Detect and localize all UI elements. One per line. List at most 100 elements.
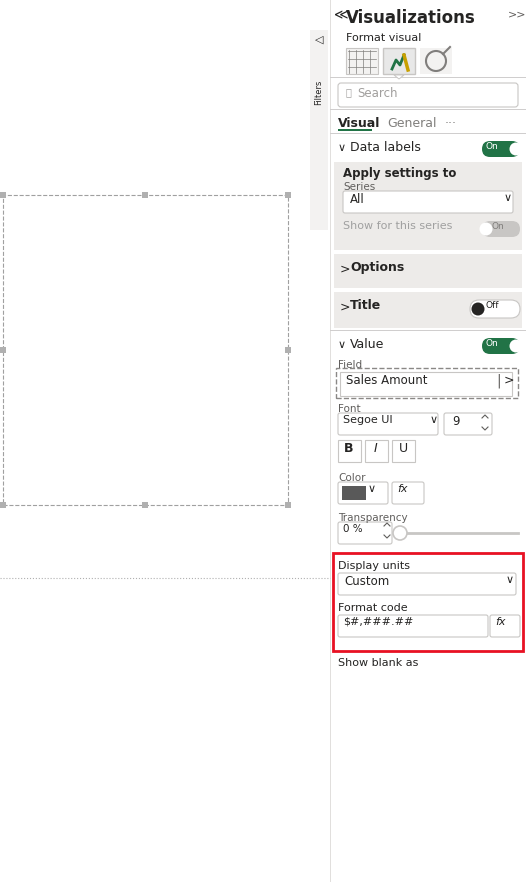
Text: I: I bbox=[374, 442, 378, 455]
Text: Field: Field bbox=[338, 360, 362, 370]
Text: 9: 9 bbox=[452, 415, 460, 428]
Text: $#,###.##: $#,###.## bbox=[343, 617, 413, 627]
Bar bbox=[285, 347, 291, 353]
Circle shape bbox=[510, 340, 522, 353]
Text: ▽  ⊡  ···: ▽ ⊡ ··· bbox=[232, 174, 256, 179]
Text: Search: Search bbox=[357, 87, 398, 100]
Text: Value: Value bbox=[350, 338, 385, 351]
Bar bbox=[0, 502, 6, 508]
Text: Title: Title bbox=[350, 299, 381, 312]
FancyBboxPatch shape bbox=[343, 191, 513, 213]
Text: >>: >> bbox=[508, 9, 526, 19]
Bar bbox=[383, 48, 415, 74]
Text: ∨: ∨ bbox=[430, 415, 438, 425]
Circle shape bbox=[393, 526, 407, 540]
Bar bbox=[338, 440, 361, 462]
Text: Data labels: Data labels bbox=[350, 141, 421, 154]
Text: Format code: Format code bbox=[338, 603, 408, 613]
X-axis label: Category: Category bbox=[118, 538, 161, 547]
Text: All: All bbox=[350, 193, 365, 206]
Bar bbox=[0, 192, 6, 198]
Bar bbox=[340, 372, 512, 396]
Bar bbox=[392, 440, 415, 462]
Text: Series: Series bbox=[343, 182, 375, 192]
Bar bbox=[86, 469, 125, 500]
Bar bbox=[225, 498, 262, 500]
Text: Options: Options bbox=[350, 261, 404, 274]
Text: $2,117,613.45: $2,117,613.45 bbox=[153, 487, 196, 492]
FancyBboxPatch shape bbox=[392, 482, 424, 504]
Text: |: | bbox=[496, 374, 501, 388]
Text: >: > bbox=[340, 263, 350, 276]
FancyBboxPatch shape bbox=[482, 141, 520, 157]
Bar bbox=[336, 368, 518, 398]
Text: U: U bbox=[398, 442, 408, 455]
Circle shape bbox=[471, 303, 484, 316]
Bar bbox=[156, 495, 194, 500]
Bar bbox=[0, 347, 6, 353]
Text: Filters: Filters bbox=[315, 80, 323, 105]
FancyBboxPatch shape bbox=[470, 300, 520, 318]
Bar bbox=[330, 0, 331, 882]
Text: $94,620,526.21: $94,620,526.21 bbox=[13, 245, 59, 250]
Text: 🔍: 🔍 bbox=[346, 87, 352, 97]
FancyBboxPatch shape bbox=[444, 413, 492, 435]
Text: Segoe UI: Segoe UI bbox=[343, 415, 392, 425]
Bar bbox=[310, 30, 328, 230]
Text: Visual: Visual bbox=[338, 117, 380, 130]
Bar bbox=[334, 162, 522, 250]
Text: Font: Font bbox=[338, 404, 361, 414]
Text: On: On bbox=[486, 339, 499, 348]
Bar bbox=[0, 0, 330, 882]
Bar bbox=[330, 77, 526, 78]
Text: >: > bbox=[504, 374, 514, 387]
Bar bbox=[346, 48, 378, 74]
Circle shape bbox=[510, 143, 522, 155]
FancyBboxPatch shape bbox=[338, 482, 388, 504]
Text: Transparency: Transparency bbox=[338, 513, 408, 523]
Bar bbox=[285, 192, 291, 198]
Bar bbox=[333, 553, 523, 651]
FancyBboxPatch shape bbox=[338, 615, 488, 637]
Text: ∨: ∨ bbox=[338, 340, 346, 350]
Text: Show blank as: Show blank as bbox=[338, 658, 418, 668]
Bar bbox=[420, 48, 452, 74]
Text: ◁: ◁ bbox=[315, 35, 323, 45]
Bar bbox=[334, 292, 522, 328]
Bar bbox=[334, 254, 522, 288]
Text: ∨: ∨ bbox=[506, 575, 514, 585]
Bar bbox=[338, 129, 372, 131]
FancyBboxPatch shape bbox=[482, 221, 520, 237]
FancyBboxPatch shape bbox=[338, 573, 516, 595]
FancyBboxPatch shape bbox=[482, 338, 520, 354]
Bar bbox=[330, 0, 526, 882]
Text: ∨: ∨ bbox=[504, 193, 512, 203]
Text: $11,799,076.66: $11,799,076.66 bbox=[83, 461, 128, 467]
Circle shape bbox=[480, 222, 492, 235]
Bar bbox=[142, 192, 148, 198]
Text: Format visual: Format visual bbox=[346, 33, 421, 43]
Text: Custom: Custom bbox=[344, 575, 389, 588]
Bar bbox=[342, 486, 366, 500]
Text: Color: Color bbox=[338, 473, 366, 483]
Text: Show for this series: Show for this series bbox=[343, 221, 452, 231]
Text: Sales Amount: Sales Amount bbox=[346, 374, 428, 387]
Text: 0 %: 0 % bbox=[343, 524, 362, 534]
Text: B: B bbox=[344, 442, 354, 455]
FancyBboxPatch shape bbox=[338, 522, 392, 544]
FancyBboxPatch shape bbox=[338, 83, 518, 107]
Bar bbox=[3, 195, 288, 505]
Text: General: General bbox=[387, 117, 437, 130]
Bar bbox=[142, 502, 148, 508]
FancyBboxPatch shape bbox=[490, 615, 520, 637]
Text: On: On bbox=[486, 142, 499, 151]
Text: Apply settings to: Apply settings to bbox=[343, 167, 457, 180]
Text: fx: fx bbox=[397, 484, 407, 494]
Text: fx: fx bbox=[495, 617, 506, 627]
Text: Visualizations: Visualizations bbox=[346, 9, 476, 27]
Text: Sales Amount by Category: Sales Amount by Category bbox=[5, 186, 151, 197]
Text: ∨: ∨ bbox=[368, 484, 376, 494]
Bar bbox=[17, 253, 55, 500]
Bar bbox=[365, 440, 388, 462]
Text: Off: Off bbox=[486, 301, 500, 310]
